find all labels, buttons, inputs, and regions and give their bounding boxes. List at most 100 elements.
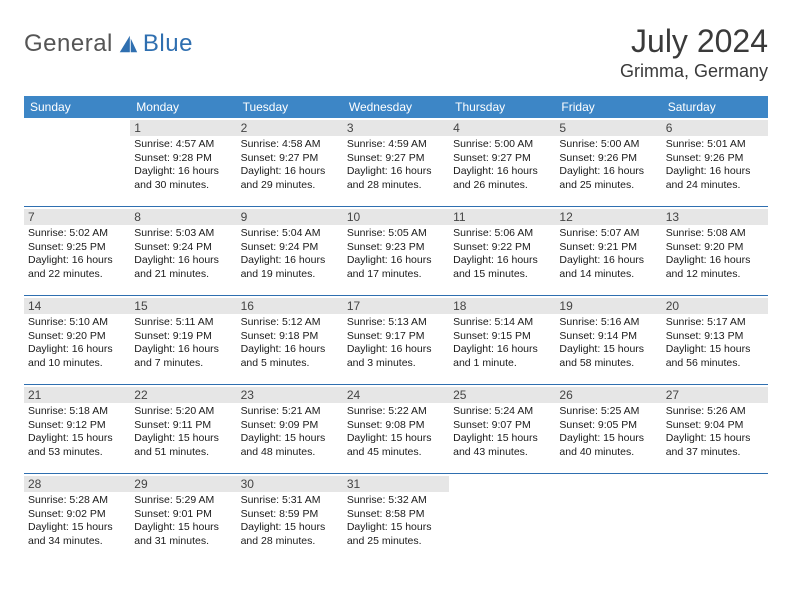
calendar-cell: 3Sunrise: 4:59 AMSunset: 9:27 PMDaylight… <box>343 118 449 207</box>
calendar-cell: 4Sunrise: 5:00 AMSunset: 9:27 PMDaylight… <box>449 118 555 207</box>
day-number: 13 <box>662 209 768 225</box>
day-number: 21 <box>24 387 130 403</box>
cell-dl1: Daylight: 15 hours <box>559 343 657 357</box>
cell-dl1: Daylight: 15 hours <box>666 343 764 357</box>
day-number: 14 <box>24 298 130 314</box>
cell-dl1: Daylight: 16 hours <box>241 343 339 357</box>
cell-dl1: Daylight: 15 hours <box>241 432 339 446</box>
calendar-cell: 6Sunrise: 5:01 AMSunset: 9:26 PMDaylight… <box>662 118 768 207</box>
cell-sunset: Sunset: 8:59 PM <box>241 508 339 522</box>
cell-dl1: Daylight: 15 hours <box>134 432 232 446</box>
cell-sunset: Sunset: 9:08 PM <box>347 419 445 433</box>
calendar-cell: 15Sunrise: 5:11 AMSunset: 9:19 PMDayligh… <box>130 296 236 385</box>
cell-dl2: and 37 minutes. <box>666 446 764 460</box>
cell-dl2: and 25 minutes. <box>559 179 657 193</box>
day-number: 2 <box>237 120 343 136</box>
cell-sunrise: Sunrise: 5:24 AM <box>453 405 551 419</box>
cell-sunset: Sunset: 9:18 PM <box>241 330 339 344</box>
cell-dl1: Daylight: 16 hours <box>134 165 232 179</box>
cell-sunrise: Sunrise: 5:25 AM <box>559 405 657 419</box>
cell-dl1: Daylight: 16 hours <box>453 343 551 357</box>
day-number: 11 <box>449 209 555 225</box>
logo-text-1: General <box>24 30 113 58</box>
cell-sunrise: Sunrise: 5:05 AM <box>347 227 445 241</box>
weekday-friday: Friday <box>555 96 661 118</box>
cell-sunrise: Sunrise: 5:10 AM <box>28 316 126 330</box>
day-number: 20 <box>662 298 768 314</box>
cell-sunset: Sunset: 9:05 PM <box>559 419 657 433</box>
day-number: 9 <box>237 209 343 225</box>
calendar-cell: 14 Sunrise: 5:10 AMSunset: 9:20 PMDayligh… <box>24 296 130 385</box>
cell-dl2: and 43 minutes. <box>453 446 551 460</box>
calendar-cell: 8Sunrise: 5:03 AMSunset: 9:24 PMDaylight… <box>130 207 236 296</box>
day-number: 4 <box>449 120 555 136</box>
calendar-cell: 31Sunrise: 5:32 AMSunset: 8:58 PMDayligh… <box>343 474 449 563</box>
weekday-header-row: SundayMondayTuesdayWednesdayThursdayFrid… <box>24 96 768 118</box>
calendar-cell: 11Sunrise: 5:06 AMSunset: 9:22 PMDayligh… <box>449 207 555 296</box>
calendar-cell: 25Sunrise: 5:24 AMSunset: 9:07 PMDayligh… <box>449 385 555 474</box>
location: Grimma, Germany <box>620 61 768 82</box>
cell-sunrise: Sunrise: 5:00 AM <box>453 138 551 152</box>
cell-dl2: and 5 minutes. <box>241 357 339 371</box>
cell-dl2: and 30 minutes. <box>134 179 232 193</box>
calendar-row: 7 Sunrise: 5:02 AMSunset: 9:25 PM Daylight… <box>24 207 768 296</box>
day-number: 23 <box>237 387 343 403</box>
day-number: 7 <box>24 209 130 225</box>
cell-sunset: Sunset: 9:20 PM <box>28 330 126 344</box>
day-number: 27 <box>662 387 768 403</box>
day-number: 6 <box>662 120 768 136</box>
cell-dl2: and 56 minutes. <box>666 357 764 371</box>
calendar-cell: 27Sunrise: 5:26 AMSunset: 9:04 PMDayligh… <box>662 385 768 474</box>
cell-dl1: Daylight: 16 hours <box>241 165 339 179</box>
cell-dl2: and 17 minutes. <box>347 268 445 282</box>
calendar-cell: 16Sunrise: 5:12 AMSunset: 9:18 PMDayligh… <box>237 296 343 385</box>
cell-dl1: Daylight: 16 hours <box>453 254 551 268</box>
calendar-cell: 19Sunrise: 5:16 AMSunset: 9:14 PMDayligh… <box>555 296 661 385</box>
day-number: 22 <box>130 387 236 403</box>
cell-sunset: Sunset: 9:11 PM <box>134 419 232 433</box>
cell-dl1: Daylight: 15 hours <box>347 521 445 535</box>
cell-dl1: Daylight: 15 hours <box>666 432 764 446</box>
cell-sunrise: Sunrise: 5:14 AM <box>453 316 551 330</box>
cell-sunset: Sunset: 9:01 PM <box>134 508 232 522</box>
cell-sunrise: Sunrise: 5:02 AM <box>28 227 126 241</box>
calendar-row: 14Sunrise: 5:10 AMSunset: 9:20 PMDayligh… <box>24 296 768 385</box>
cell-sunset: Sunset: 9:27 PM <box>241 152 339 166</box>
calendar-cell: 20 Sunrise: 5:17 AMSunset: 9:13 PMDayligh… <box>662 296 768 385</box>
cell-dl2: and 22 minutes. <box>28 268 126 282</box>
calendar-cell: 12Sunrise: 5:07 AMSunset: 9:21 PMDayligh… <box>555 207 661 296</box>
cell-sunrise: Sunrise: 5:07 AM <box>559 227 657 241</box>
calendar-cell: 2 Sunrise: 4:58 AMSunset: 9:27 PMDaylight… <box>237 118 343 207</box>
calendar-cell: 5Sunrise: 5:00 AMSunset: 9:26 PMDaylight… <box>555 118 661 207</box>
logo-sail-icon <box>117 33 139 55</box>
page-title: July 2024 <box>620 24 768 59</box>
calendar-cell: 22 Sunrise: 5:20 AMSunset: 9:11 PMDayligh… <box>130 385 236 474</box>
cell-sunset: Sunset: 9:26 PM <box>666 152 764 166</box>
cell-sunset: Sunset: 9:19 PM <box>134 330 232 344</box>
cell-sunrise: Sunrise: 4:58 AM <box>241 138 339 152</box>
day-number: 29 <box>130 476 236 492</box>
cell-dl1: Daylight: 16 hours <box>666 165 764 179</box>
cell-sunset: Sunset: 9:13 PM <box>666 330 764 344</box>
cell-sunrise: Sunrise: 5:20 AM <box>134 405 232 419</box>
cell-dl1: Daylight: 16 hours <box>347 165 445 179</box>
cell-dl2: and 28 minutes. <box>241 535 339 549</box>
cell-dl1: Daylight: 16 hours <box>134 343 232 357</box>
day-number: 1 <box>130 120 236 136</box>
cell-sunrise: Sunrise: 5:00 AM <box>559 138 657 152</box>
cell-dl1: Daylight: 16 hours <box>28 343 126 357</box>
cell-sunset: Sunset: 9:21 PM <box>559 241 657 255</box>
cell-dl2: and 21 minutes. <box>134 268 232 282</box>
cell-sunrise: Sunrise: 5:17 AM <box>666 316 764 330</box>
header: General Blue July 2024 Grimma, Germany <box>24 24 768 82</box>
cell-dl1: Daylight: 15 hours <box>453 432 551 446</box>
cell-dl1: Daylight: 15 hours <box>28 432 126 446</box>
cell-sunset: Sunset: 9:25 PM <box>28 241 126 255</box>
cell-sunrise: Sunrise: 5:18 AM <box>28 405 126 419</box>
cell-sunrise: Sunrise: 5:29 AM <box>134 494 232 508</box>
cell-sunset: Sunset: 9:24 PM <box>134 241 232 255</box>
cell-sunrise: Sunrise: 5:03 AM <box>134 227 232 241</box>
cell-sunset: Sunset: 9:20 PM <box>666 241 764 255</box>
weekday-monday: Monday <box>130 96 236 118</box>
cell-dl1: Daylight: 16 hours <box>453 165 551 179</box>
